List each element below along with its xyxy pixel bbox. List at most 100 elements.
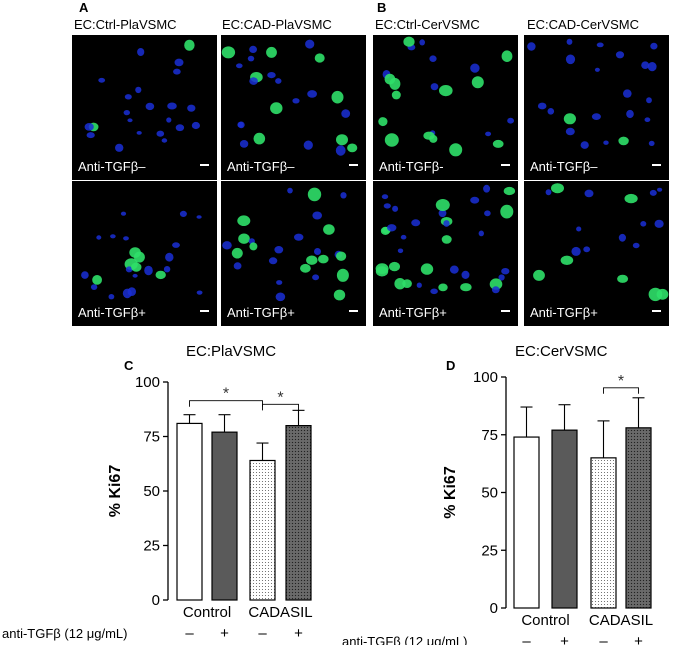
ki67-positive-nucleus	[184, 39, 195, 51]
nucleus	[161, 138, 168, 143]
nucleus	[307, 90, 317, 98]
nucleus	[644, 117, 651, 122]
y-tick-label: 75	[143, 429, 160, 446]
significance-star: *	[277, 389, 283, 406]
ki67-positive-nucleus	[129, 247, 141, 258]
nucleus	[501, 268, 510, 275]
significance-bracket	[603, 387, 639, 394]
nucleus	[135, 86, 142, 94]
ki67-positive-nucleus	[375, 266, 389, 277]
nucleus	[276, 280, 283, 285]
panel-letter-a: A	[79, 0, 89, 15]
nucleus	[449, 265, 459, 274]
y-tick-label: 0	[152, 592, 160, 609]
nucleus	[125, 266, 133, 273]
micrograph-b-top-left: Anti-TGFβ-	[373, 35, 518, 180]
nucleus	[461, 270, 470, 279]
treatment-label: anti-TGFβ (12 μg/mL)	[342, 634, 468, 645]
ki67-positive-nucleus	[155, 270, 166, 280]
nucleus	[537, 102, 547, 110]
ki67-positive-nucleus	[439, 85, 453, 97]
group-label-control: Control	[183, 604, 231, 621]
ki67-positive-nucleus	[420, 263, 434, 275]
nucleus	[641, 61, 650, 69]
scale-bar	[501, 310, 510, 312]
nucleus	[175, 124, 185, 132]
nucleus	[383, 203, 391, 209]
ki67-positive-nucleus	[323, 224, 335, 235]
bar-control-minus	[176, 422, 203, 601]
nucleus	[335, 145, 346, 156]
nucleus	[108, 294, 115, 300]
nucleus	[507, 117, 514, 124]
ki67-positive-nucleus	[460, 283, 472, 292]
micrograph-label: Anti-TGFβ+	[379, 305, 447, 320]
nucleus	[163, 266, 171, 273]
nucleus	[584, 189, 594, 198]
nucleus	[174, 58, 184, 67]
nucleus	[649, 189, 657, 196]
nucleus	[96, 235, 102, 240]
nucleus	[646, 97, 652, 104]
nucleus	[120, 211, 127, 216]
micrograph-b-bottom-left: Anti-TGFβ+	[373, 181, 518, 326]
panel-letter-d: D	[446, 358, 456, 373]
micrograph-title-cad-plavsmc: EC:CAD-PlaVSMC	[222, 17, 332, 32]
ki67-positive-nucleus	[618, 136, 629, 146]
nucleus	[591, 113, 601, 120]
group-label-cadasil: CADASIL	[589, 612, 653, 629]
y-tick-label: 75	[481, 427, 498, 444]
treatment-label: anti-TGFβ (12 μg/mL)	[2, 626, 128, 641]
significance-bracket	[189, 400, 263, 407]
ki67-positive-nucleus	[238, 233, 250, 244]
nucleus	[580, 141, 589, 149]
ki67-positive-nucleus	[314, 53, 325, 63]
nucleus	[615, 51, 625, 59]
nucleus	[173, 68, 181, 75]
ki67-positive-nucleus	[391, 90, 401, 100]
nucleus	[491, 286, 500, 294]
ki67-positive-nucleus	[394, 278, 406, 290]
nucleus	[312, 211, 322, 220]
ki67-positive-nucleus	[403, 36, 415, 47]
scale-bar	[652, 310, 661, 312]
nucleus	[275, 292, 286, 302]
nucleus	[430, 288, 438, 295]
nucleus	[411, 219, 421, 227]
ki67-positive-nucleus	[500, 204, 514, 219]
micrograph-label: Anti-TGFβ+	[530, 305, 598, 320]
nucleus	[90, 284, 98, 290]
ki67-positive-nucleus	[384, 133, 399, 147]
treatment-sign: +	[634, 633, 643, 645]
ki67-positive-nucleus	[221, 46, 236, 59]
nucleus	[623, 89, 632, 98]
ki67-positive-nucleus	[307, 187, 322, 202]
nucleus	[294, 233, 304, 241]
nucleus	[443, 220, 450, 227]
ki67-positive-nucleus	[389, 261, 400, 272]
ki67-positive-nucleus	[336, 268, 349, 282]
nucleus	[132, 273, 138, 278]
nucleus	[430, 83, 439, 91]
nucleus	[267, 72, 276, 79]
y-tick-label: 100	[473, 369, 498, 386]
micrograph-title-ctrl-plavsmc: EC:Ctrl-PlaVSMC	[74, 17, 177, 32]
significance-star: *	[618, 373, 624, 390]
nucleus	[527, 42, 536, 51]
treatment-sign: +	[294, 625, 303, 642]
nucleus	[626, 109, 634, 119]
ki67-positive-nucleus	[270, 102, 283, 115]
y-tick-label: 100	[135, 374, 160, 391]
nucleus	[124, 94, 132, 100]
nucleus	[274, 246, 284, 254]
nucleus	[648, 140, 655, 146]
ki67-positive-nucleus	[266, 46, 277, 58]
ki67-positive-nucleus	[492, 139, 504, 148]
nucleus	[196, 215, 202, 219]
nucleus	[340, 192, 347, 199]
treatment-sign: –	[599, 633, 608, 645]
ki67-positive-nucleus	[617, 274, 629, 283]
bar-cadasil-plus	[625, 427, 652, 609]
ki67-positive-nucleus	[533, 269, 545, 281]
micrograph-label: Anti-TGFβ–	[530, 159, 598, 174]
